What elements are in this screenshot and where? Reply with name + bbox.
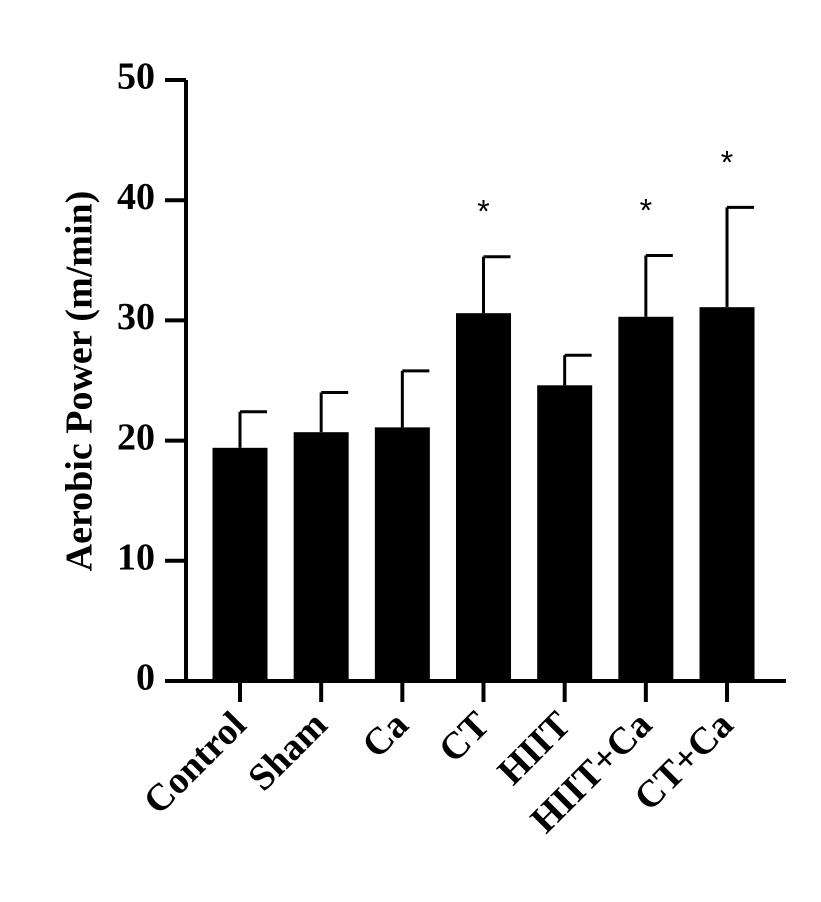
significance-mark-5: * — [640, 192, 652, 228]
x-tick-label-0: Control — [136, 704, 255, 823]
significance-mark-3: * — [477, 194, 489, 230]
bar-1 — [293, 432, 349, 681]
bar-2 — [374, 427, 430, 681]
x-tick-label-3: CT — [431, 704, 498, 771]
bar-3 — [456, 313, 512, 681]
y-tick-label-4: 40 — [117, 176, 155, 218]
x-tick-label-2: Ca — [354, 704, 417, 767]
y-tick-label-0: 0 — [136, 657, 155, 699]
y-tick-label-2: 20 — [117, 416, 155, 458]
significance-mark-6: * — [721, 144, 733, 180]
y-tick-label-3: 30 — [117, 296, 155, 338]
y-tick-label-5: 50 — [117, 56, 155, 98]
bar-5 — [618, 316, 674, 681]
bar-4 — [537, 385, 593, 681]
bar-0 — [212, 447, 268, 681]
bar-6 — [699, 307, 755, 681]
x-tick-label-1: Sham — [240, 704, 335, 799]
y-tick-label-1: 10 — [117, 537, 155, 579]
y-axis-title: Aerobic Power (m/min) — [59, 191, 101, 572]
